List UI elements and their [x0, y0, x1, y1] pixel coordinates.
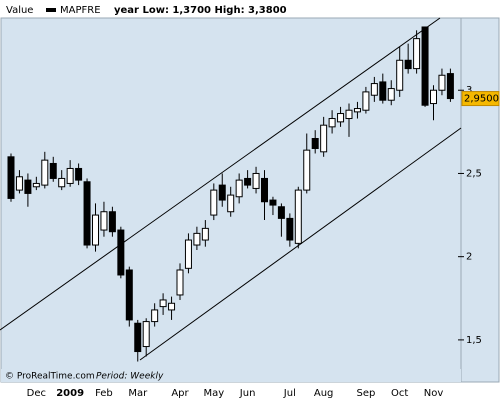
candle-body — [421, 26, 429, 106]
candle-body — [201, 227, 209, 241]
candle-body — [49, 162, 57, 179]
candle-body — [184, 239, 192, 269]
candle-body — [176, 269, 184, 296]
channel-upper — [0, 17, 441, 331]
candle-body — [286, 217, 294, 241]
candle-body — [328, 118, 336, 128]
x-tick-label: Feb — [95, 388, 113, 399]
x-tick-label: Apr — [171, 388, 189, 399]
candle-body — [353, 108, 361, 113]
candle-body — [261, 177, 268, 203]
candle-body — [227, 194, 235, 213]
header-name: MAPFRE — [60, 5, 101, 16]
candle-body — [311, 138, 319, 149]
y-axis-area — [460, 17, 500, 383]
candle-body — [75, 167, 83, 181]
candle-body — [151, 309, 159, 323]
candle-body — [430, 89, 437, 105]
candle-body — [244, 177, 252, 186]
candle-body — [168, 302, 176, 311]
candle-body — [193, 232, 201, 246]
candle-body — [404, 59, 412, 70]
candle-body — [396, 59, 404, 91]
x-tick-label: Oct — [391, 388, 408, 399]
candle-body — [100, 211, 108, 231]
candle-body — [210, 189, 218, 216]
candle-body — [108, 211, 116, 233]
y-tick-label: 2,5 — [466, 168, 482, 179]
footer-source: © ProRealTime.com — [5, 372, 95, 382]
x-tick-label: Aug — [314, 388, 334, 399]
candle-body — [117, 229, 125, 276]
candle-body — [252, 172, 260, 189]
header-range: year Low: 1,3700 High: 3,3800 — [114, 5, 287, 16]
y-tick-label: 2 — [466, 252, 472, 263]
candle-body — [379, 81, 387, 101]
candle-body — [303, 149, 311, 191]
candle-body — [438, 74, 446, 91]
candle-body — [142, 321, 150, 348]
candle-body — [125, 269, 133, 321]
candle-body — [235, 179, 243, 198]
x-tick-label: Mar — [128, 388, 148, 399]
channel-lower — [139, 127, 462, 361]
header-label: Value — [6, 5, 33, 16]
x-tick-label: Sep — [356, 388, 375, 399]
x-tick-label: May — [203, 388, 224, 399]
candle-body — [24, 179, 32, 194]
candle-body — [58, 177, 66, 188]
candle-body — [345, 109, 353, 120]
candle-body — [159, 299, 167, 308]
footer-area — [1, 369, 461, 382]
candle-body — [413, 38, 421, 70]
x-tick-label: Jul — [283, 388, 296, 399]
candle-body — [337, 113, 345, 123]
candle-body — [32, 182, 40, 188]
candle-body — [362, 91, 370, 111]
candle-body — [66, 167, 74, 184]
candle-body — [83, 181, 91, 246]
last-price-box — [461, 91, 500, 107]
footer-period: Period: Weekly — [96, 372, 164, 382]
candle-body — [41, 159, 49, 186]
x-tick-label: 2009 — [56, 388, 84, 399]
candle-body — [370, 83, 378, 96]
y-tick-label: 3 — [466, 85, 472, 96]
candle-body — [294, 189, 302, 244]
x-tick-label: Nov — [424, 388, 444, 399]
candle-body — [269, 199, 277, 206]
candle-body — [7, 156, 15, 199]
y-tick-label: 1,5 — [466, 335, 482, 346]
candle-body — [387, 88, 395, 101]
candle-body — [134, 322, 142, 353]
x-tick-label: Jun — [239, 388, 256, 399]
candle-body — [277, 206, 285, 219]
x-tick-label: Dec — [27, 388, 46, 399]
candles — [7, 26, 454, 362]
candle-body — [218, 184, 226, 201]
candle-body — [446, 73, 454, 100]
legend-swatch — [46, 8, 56, 12]
candle-body — [92, 214, 99, 246]
last-price-label: 2,9500 — [464, 94, 499, 105]
candle-body — [320, 124, 328, 153]
candle-body — [15, 176, 23, 191]
